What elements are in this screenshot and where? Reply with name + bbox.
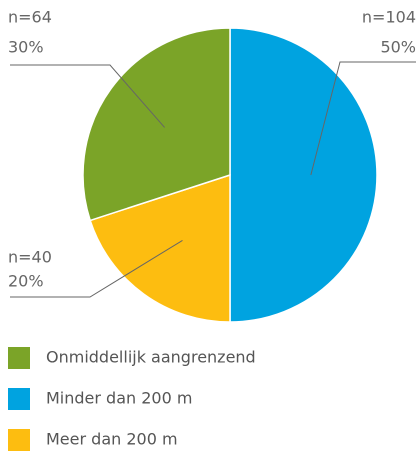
legend-swatch	[8, 388, 30, 410]
leader-line	[10, 239, 183, 298]
pie-slice	[89, 173, 231, 323]
legend-swatch	[8, 429, 30, 451]
count-label: n=104	[362, 8, 416, 27]
legend-label: Minder dan 200 m	[46, 389, 192, 408]
pie-slice	[229, 27, 378, 323]
count-label: n=64	[8, 8, 52, 27]
legend-label: Meer dan 200 m	[46, 430, 178, 449]
leader-line	[310, 61, 416, 176]
legend-label: Onmiddellijk aangrenzend	[46, 348, 256, 367]
value-label: 30%	[8, 38, 44, 57]
value-label: 50%	[380, 38, 416, 57]
pie-slice	[82, 27, 231, 222]
value-label: 20%	[8, 272, 44, 291]
count-label: n=40	[8, 248, 52, 267]
leader-line	[10, 64, 165, 128]
legend-swatch	[8, 347, 30, 369]
